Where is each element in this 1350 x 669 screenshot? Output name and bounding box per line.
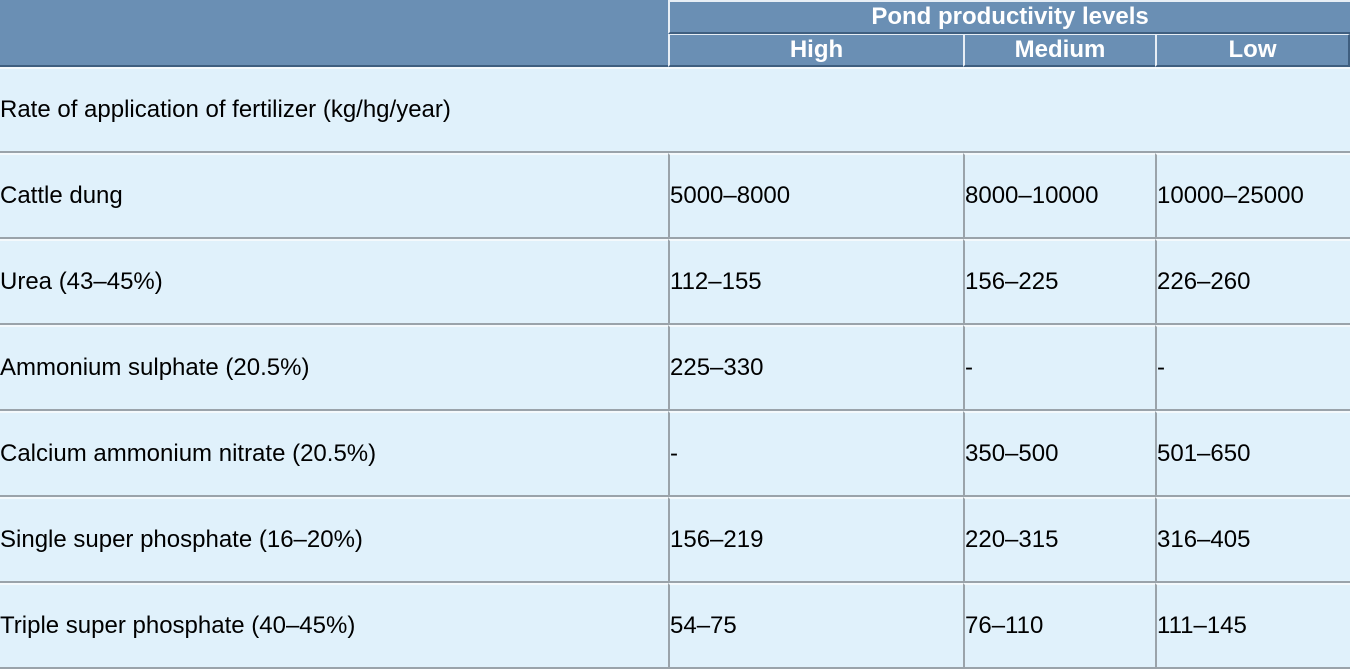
cell-high: 54–75 bbox=[668, 583, 963, 669]
table-row: Urea (43–45%) 112–155 156–225 226–260 bbox=[0, 239, 1350, 325]
row-label: Single super phosphate (16–20%) bbox=[0, 497, 668, 583]
row-label: Urea (43–45%) bbox=[0, 239, 668, 325]
cell-medium: 220–315 bbox=[963, 497, 1155, 583]
row-label: Calcium ammonium nitrate (20.5%) bbox=[0, 411, 668, 497]
table-row: Calcium ammonium nitrate (20.5%) - 350–5… bbox=[0, 411, 1350, 497]
table-row: Single super phosphate (16–20%) 156–219 … bbox=[0, 497, 1350, 583]
column-header-low: Low bbox=[1155, 34, 1350, 67]
table-row: Ammonium sulphate (20.5%) 225–330 - - bbox=[0, 325, 1350, 411]
cell-medium: - bbox=[963, 325, 1155, 411]
cell-high: 112–155 bbox=[668, 239, 963, 325]
cell-low: - bbox=[1155, 325, 1350, 411]
cell-low: 501–650 bbox=[1155, 411, 1350, 497]
group-header-pond-productivity: Pond productivity levels bbox=[668, 0, 1350, 34]
row-label: Cattle dung bbox=[0, 153, 668, 239]
cell-low: 111–145 bbox=[1155, 583, 1350, 669]
header-corner-cell bbox=[0, 0, 668, 67]
table-row: Cattle dung 5000–8000 8000–10000 10000–2… bbox=[0, 153, 1350, 239]
row-label: Triple super phosphate (40–45%) bbox=[0, 583, 668, 669]
table-body: Rate of application of fertilizer (kg/hg… bbox=[0, 67, 1350, 669]
cell-medium: 350–500 bbox=[963, 411, 1155, 497]
cell-medium: 76–110 bbox=[963, 583, 1155, 669]
cell-low: 316–405 bbox=[1155, 497, 1350, 583]
cell-high: - bbox=[668, 411, 963, 497]
header-row-levels: High Medium Low bbox=[0, 34, 1350, 67]
cell-high: 225–330 bbox=[668, 325, 963, 411]
section-label-fertilizer-rate: Rate of application of fertilizer (kg/hg… bbox=[0, 67, 1350, 153]
cell-medium: 156–225 bbox=[963, 239, 1155, 325]
cell-low: 10000–25000 bbox=[1155, 153, 1350, 239]
table-header: Pond productivity levels High Medium Low bbox=[0, 0, 1350, 67]
cell-high: 156–219 bbox=[668, 497, 963, 583]
cell-medium: 8000–10000 bbox=[963, 153, 1155, 239]
row-label: Ammonium sulphate (20.5%) bbox=[0, 325, 668, 411]
section-row: Rate of application of fertilizer (kg/hg… bbox=[0, 67, 1350, 153]
cell-low: 226–260 bbox=[1155, 239, 1350, 325]
column-header-medium: Medium bbox=[963, 34, 1155, 67]
header-row-group: Pond productivity levels bbox=[0, 0, 1350, 67]
cell-high: 5000–8000 bbox=[668, 153, 963, 239]
column-header-high: High bbox=[668, 34, 963, 67]
table-row: Triple super phosphate (40–45%) 54–75 76… bbox=[0, 583, 1350, 669]
